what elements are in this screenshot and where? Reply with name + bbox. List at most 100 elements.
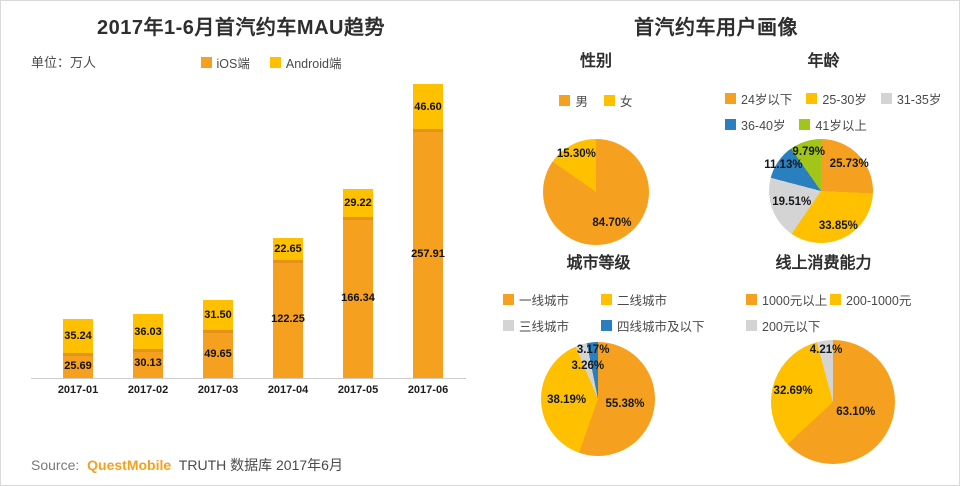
legend-swatch bbox=[601, 320, 612, 331]
legend-label: 二线城市 bbox=[617, 294, 668, 308]
legend-label: 41岁以上 bbox=[815, 119, 867, 133]
legend-label: 200元以下 bbox=[762, 320, 821, 334]
age-pie-chart: 25.73% 33.85% 19.51% 11.13% 9.79% bbox=[764, 139, 873, 243]
legend-swatch bbox=[725, 119, 736, 130]
legend-item: 200-1000元 bbox=[830, 290, 911, 309]
pie-slice-label: 33.85% bbox=[818, 219, 858, 232]
legend-item: 女 bbox=[604, 91, 633, 110]
legend-label: iOS端 bbox=[216, 57, 250, 71]
bar-value-label: 31.50 bbox=[204, 308, 232, 321]
bar-value-label: 30.13 bbox=[134, 357, 162, 370]
legend-item: 一线城市 bbox=[503, 290, 601, 309]
legend-swatch bbox=[806, 93, 818, 104]
bar-column: 36.03 30.13 bbox=[133, 314, 163, 378]
bar-segment-android: 29.22 bbox=[343, 189, 373, 218]
legend-swatch bbox=[799, 119, 811, 130]
legend-swatch bbox=[601, 294, 612, 305]
pie-slice-label: 38.19% bbox=[547, 394, 587, 407]
gender-pie-chart: 84.70% 15.30% bbox=[543, 139, 649, 245]
x-axis-label: 2017-06 bbox=[407, 384, 449, 396]
profile-title: 首汽约车用户画像 bbox=[634, 17, 798, 39]
pie-slice-label: 84.70% bbox=[592, 216, 632, 229]
bar-segment-ios: 257.91 bbox=[411, 129, 445, 378]
legend-label: 36-40岁 bbox=[741, 119, 786, 133]
pie-slice-label: 11.13% bbox=[764, 158, 803, 171]
bar-segment-ios: 30.13 bbox=[133, 348, 163, 378]
bar-segment-android: 22.65 bbox=[273, 238, 303, 260]
legend-row: 三线城市 四线城市及以下 bbox=[503, 316, 713, 335]
legend-item: 男 bbox=[559, 91, 588, 110]
spending-section-title: 线上消费能力 bbox=[775, 255, 872, 272]
legend-item: 四线城市及以下 bbox=[601, 316, 705, 335]
legend-item: 二线城市 bbox=[601, 290, 667, 309]
bar-segment-android: 35.24 bbox=[63, 319, 93, 354]
x-axis-label: 2017-02 bbox=[127, 384, 169, 396]
legend-row: 24岁以下 25-30岁 31-35岁 bbox=[725, 89, 957, 108]
source-label: Source: bbox=[31, 457, 80, 473]
bar-segment-android: 46.60 bbox=[413, 84, 443, 129]
bar-column: 29.22 166.34 bbox=[341, 189, 375, 378]
legend-label: 24岁以下 bbox=[741, 93, 793, 107]
bar-value-label: 166.34 bbox=[341, 291, 375, 304]
gender-legend: 男女 bbox=[481, 91, 711, 110]
bar-value-label: 122.25 bbox=[271, 312, 305, 325]
pie-slice-label: 25.73% bbox=[829, 158, 869, 171]
bar-segment-android: 36.03 bbox=[133, 314, 163, 349]
legend-item: 36-40岁 bbox=[725, 115, 785, 134]
bar-column: 46.60 257.91 bbox=[411, 84, 445, 378]
bar-value-label: 35.24 bbox=[64, 330, 92, 343]
bar-value-label: 36.03 bbox=[134, 325, 162, 338]
pie-slice-label: 3.26% bbox=[571, 360, 605, 373]
legend-label: 四线城市及以下 bbox=[617, 320, 705, 334]
mau-bar-chart: 35.24 25.69 2017-01 36.03 30.13 2017-02 31.50 4… bbox=[31, 84, 466, 396]
legend-row: 一线城市 二线城市 bbox=[503, 290, 713, 309]
bar-value-label: 257.91 bbox=[411, 247, 445, 260]
pie-slice-label: 55.38% bbox=[605, 397, 645, 410]
legend-swatch bbox=[559, 95, 571, 106]
legend-item: 200元以下 bbox=[746, 316, 820, 335]
bar-value-label: 22.65 bbox=[274, 243, 302, 256]
legend-label: 200-1000元 bbox=[846, 294, 912, 308]
x-axis-label: 2017-03 bbox=[197, 384, 239, 396]
mau-chart-legend: iOS端 Android端 bbox=[141, 53, 401, 72]
legend-swatch bbox=[830, 294, 841, 305]
bar-value-label: 25.69 bbox=[64, 359, 92, 372]
pie-slice-label: 32.69% bbox=[773, 384, 813, 397]
legend-swatch bbox=[503, 294, 514, 305]
unit-label: 单位：万人 bbox=[31, 55, 97, 70]
city-tier-pie-chart: 55.38% 38.19% 3.26% 3.17% bbox=[541, 342, 655, 456]
gender-section-title: 性别 bbox=[579, 53, 612, 70]
spending-pie-chart: 63.10% 32.69% 4.21% bbox=[771, 340, 895, 464]
legend-swatch bbox=[269, 57, 281, 68]
legend-row: 36-40岁 41岁以上 bbox=[725, 115, 957, 134]
age-legend: 24岁以下 25-30岁 31-35岁 36-40岁 41岁以上 bbox=[725, 89, 957, 134]
legend-swatch bbox=[200, 57, 212, 68]
legend-item: 1000元以上 bbox=[746, 290, 830, 309]
legend-swatch bbox=[604, 95, 615, 106]
source-text: TRUTH 数据库 2017年6月 bbox=[178, 457, 343, 473]
bar-segment-ios: 25.69 bbox=[63, 353, 93, 378]
bar-segment-ios: 49.65 bbox=[203, 330, 233, 378]
bar-segment-android: 31.50 bbox=[203, 299, 233, 331]
legend-label: Android端 bbox=[285, 57, 342, 71]
legend-label: 1000元以上 bbox=[762, 294, 828, 308]
legend-swatch bbox=[746, 294, 757, 305]
legend-swatch bbox=[880, 93, 892, 104]
legend-label: 25-30岁 bbox=[822, 93, 867, 107]
legend-label: 三线城市 bbox=[519, 320, 570, 334]
legend-item: 三线城市 bbox=[503, 316, 601, 335]
pie-slice-label: 63.10% bbox=[836, 405, 876, 418]
legend-row: 200元以下 bbox=[746, 316, 951, 335]
legend-label: 男 bbox=[575, 95, 588, 109]
bar-segment-ios: 166.34 bbox=[341, 217, 375, 378]
pie-slice-label: 19.51% bbox=[772, 195, 812, 208]
pie-slice-label: 3.17% bbox=[576, 344, 610, 357]
legend-row: 1000元以上 200-1000元 bbox=[746, 290, 951, 309]
x-axis-label: 2017-04 bbox=[267, 384, 309, 396]
x-axis-label: 2017-01 bbox=[57, 384, 99, 396]
legend-label: 31-35岁 bbox=[896, 93, 942, 107]
spending-legend: 1000元以上 200-1000元 200元以下 bbox=[746, 290, 951, 335]
bar-segment-ios: 122.25 bbox=[271, 259, 305, 378]
legend-swatch bbox=[503, 320, 514, 331]
